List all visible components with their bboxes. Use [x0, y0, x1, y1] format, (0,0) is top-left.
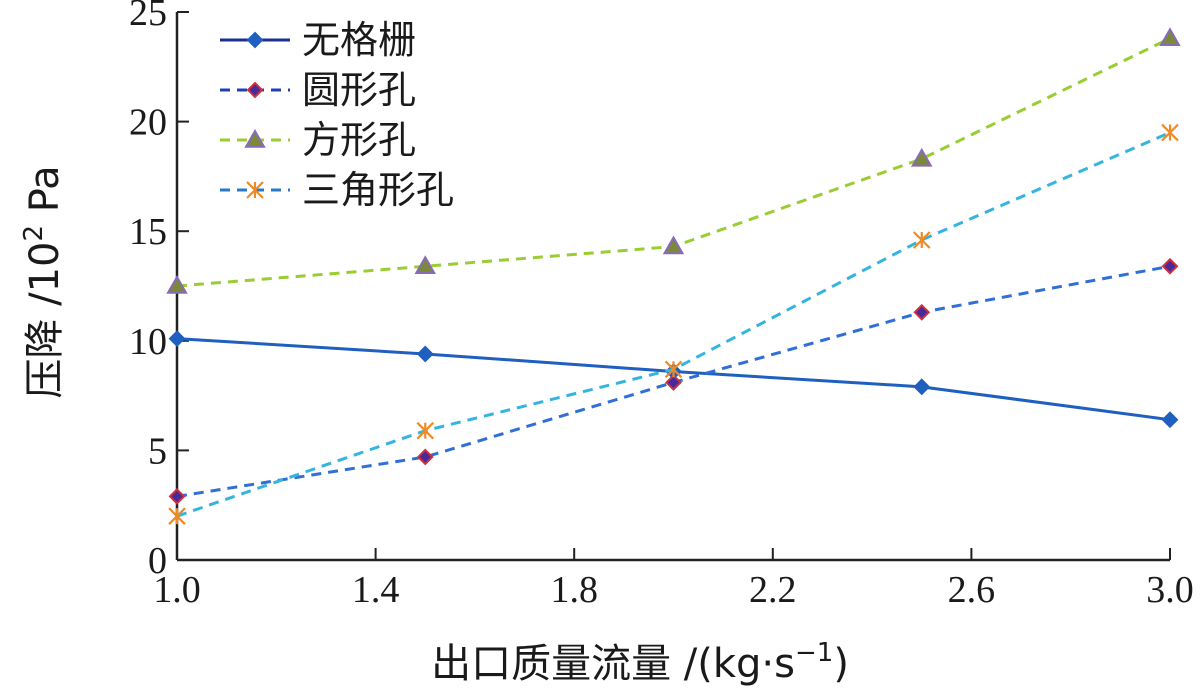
ticks: 1.0 1.4 1.8 2.2 2.6 3.0 0 5 10 15 20 25 [129, 0, 1194, 611]
data-point [662, 235, 685, 255]
legend-item: 方形孔 [220, 118, 416, 162]
legend-label: 三角形孔 [302, 168, 454, 212]
data-point [1159, 27, 1181, 47]
x-tick-label: 2.6 [948, 569, 996, 611]
data-point [414, 255, 436, 275]
data-point [912, 231, 931, 249]
legend-label: 圆形孔 [302, 68, 416, 112]
data-point [664, 360, 683, 379]
series-3 [166, 27, 1181, 294]
y-tick-label: 25 [129, 0, 167, 34]
x-tick-label: 1.4 [352, 569, 400, 611]
series-2 [168, 257, 1179, 505]
x-tick-label: 1.8 [550, 569, 598, 611]
legend-item: 三角形孔 [220, 168, 454, 212]
data-point [416, 421, 435, 440]
legend-item: 无格栅 [220, 18, 416, 62]
y-tick-label: 10 [129, 321, 167, 363]
legend-marker [246, 31, 264, 49]
legend-item: 圆形孔 [220, 68, 416, 112]
x-axis-title: 出口质量流量 /(kg·s−1) [431, 638, 849, 687]
y-tick-label: 5 [148, 430, 167, 472]
data-point [416, 448, 434, 466]
series-4 [168, 123, 1179, 525]
legend-marker [246, 81, 264, 99]
x-tick-label: 3.0 [1146, 569, 1194, 611]
legend-label: 无格栅 [302, 18, 416, 62]
x-tick-label: 1.0 [153, 569, 201, 611]
data-point [911, 147, 933, 167]
data-point [913, 303, 931, 321]
legend-marker [244, 128, 266, 148]
y-tick-label: 0 [148, 540, 167, 582]
data-point [665, 374, 682, 391]
data-point [1161, 411, 1179, 429]
legend-marker [246, 181, 264, 199]
x-tick-label: 2.2 [749, 569, 797, 611]
data-point [168, 507, 186, 525]
data-point [416, 345, 434, 363]
data-point [166, 274, 188, 294]
data-point [1161, 257, 1179, 275]
y-axis-title: 压降 /102 Pa [19, 165, 68, 398]
y-tick-label: 20 [129, 102, 167, 144]
y-tick-label: 15 [129, 211, 167, 253]
legend-label: 方形孔 [302, 118, 416, 162]
data-point [168, 488, 186, 505]
data-point [1161, 123, 1179, 142]
data-point [168, 330, 186, 348]
data-point [913, 378, 931, 396]
series-group [166, 27, 1181, 525]
